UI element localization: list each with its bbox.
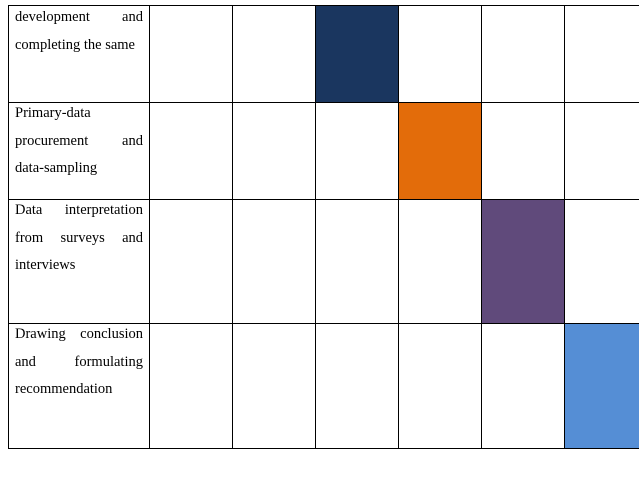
gantt-row: Data interpretation from surveys and int… bbox=[8, 199, 639, 324]
task-label-cell: Primary-data procurement and data-sampli… bbox=[8, 102, 150, 200]
period-cell bbox=[149, 5, 233, 103]
period-cell bbox=[232, 5, 316, 103]
period-cell bbox=[232, 323, 316, 449]
active-period-cell bbox=[481, 199, 565, 324]
task-label: development and completing the same bbox=[15, 9, 143, 53]
period-cell bbox=[315, 323, 399, 449]
period-cell bbox=[149, 102, 233, 200]
period-cell bbox=[398, 199, 482, 324]
task-label: Drawing conclusion and formulating recom… bbox=[15, 326, 143, 397]
period-cell bbox=[398, 323, 482, 449]
period-cell bbox=[481, 5, 565, 103]
period-cell bbox=[232, 199, 316, 324]
period-cell bbox=[149, 323, 233, 449]
period-cell bbox=[564, 5, 639, 103]
period-cell bbox=[564, 199, 639, 324]
gantt-row: development and completing the same bbox=[8, 5, 639, 103]
active-period-cell bbox=[315, 5, 399, 103]
task-label: Primary-data procurement and data-sampli… bbox=[15, 105, 143, 176]
task-label-cell: Data interpretation from surveys and int… bbox=[8, 199, 150, 324]
period-cell bbox=[315, 102, 399, 200]
period-cell bbox=[315, 199, 399, 324]
period-cell bbox=[149, 199, 233, 324]
period-cell bbox=[232, 102, 316, 200]
task-label: Data interpretation from surveys and int… bbox=[15, 202, 143, 273]
active-period-cell bbox=[398, 102, 482, 200]
active-period-cell bbox=[564, 323, 639, 449]
period-cell bbox=[481, 102, 565, 200]
gantt-row: Primary-data procurement and data-sampli… bbox=[8, 102, 639, 200]
gantt-row: Drawing conclusion and formulating recom… bbox=[8, 323, 639, 449]
period-cell bbox=[564, 102, 639, 200]
task-label-cell: development and completing the same bbox=[8, 5, 150, 103]
period-cell bbox=[481, 323, 565, 449]
period-cell bbox=[398, 5, 482, 103]
task-label-cell: Drawing conclusion and formulating recom… bbox=[8, 323, 150, 449]
gantt-table: development and completing the same Prim… bbox=[8, 5, 639, 449]
